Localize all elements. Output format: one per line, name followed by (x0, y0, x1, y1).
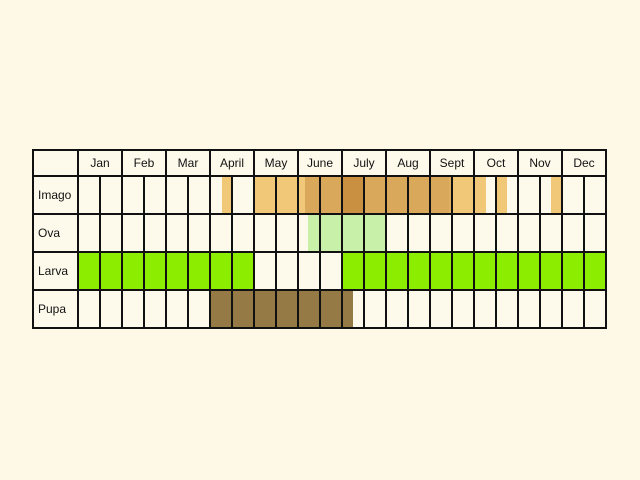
grid-line (605, 149, 607, 329)
grid-line (209, 149, 211, 329)
month-header: Aug (397, 156, 419, 170)
segment-imago (222, 176, 234, 214)
grid-line (165, 149, 167, 329)
segment-imago (497, 176, 507, 214)
segment-pupa (210, 290, 353, 328)
grid-line (121, 149, 123, 329)
segment-imago (448, 176, 452, 214)
month-header: Nov (529, 156, 551, 170)
segment-imago (452, 176, 487, 214)
grid-line (407, 175, 409, 329)
row-label: Ova (38, 226, 61, 240)
grid-line (77, 149, 79, 329)
month-header: July (353, 156, 375, 170)
month-header: Sept (439, 156, 465, 170)
grid-line (517, 149, 519, 329)
month-header: Feb (133, 156, 155, 170)
segment-imago (364, 176, 449, 214)
grid-line (143, 175, 145, 329)
lifecycle-chart: Jan Feb Mar April May June July Aug Sept Oct Nov De… (32, 149, 607, 329)
grid-line (561, 149, 563, 329)
row-label: Larva (38, 264, 69, 278)
grid-line (231, 175, 233, 329)
grid-line (341, 149, 343, 329)
row-label: Imago (38, 188, 72, 202)
grid-line (583, 175, 585, 329)
grid-line (451, 175, 453, 329)
month-header: April (219, 156, 244, 170)
month-header: Oct (486, 156, 506, 170)
segment-imago (304, 176, 342, 214)
segment-imago (342, 176, 364, 214)
grid-line (253, 149, 255, 329)
grid-line (32, 149, 34, 329)
segment-imago (298, 176, 305, 214)
grid-line (319, 175, 321, 329)
grid-line (429, 149, 431, 329)
grid-line (363, 175, 365, 329)
grid-line (385, 149, 387, 329)
grid-line (539, 175, 541, 329)
segment-imago (551, 176, 561, 214)
month-header: Jan (90, 156, 110, 170)
grid-line (495, 175, 497, 329)
month-header: Dec (573, 156, 595, 170)
month-header: Mar (177, 156, 199, 170)
grid-line (32, 149, 607, 151)
row-label: Pupa (38, 302, 67, 316)
grid-line (473, 149, 475, 329)
grid-line (99, 175, 101, 329)
grid-line (297, 149, 299, 329)
grid-line (187, 175, 189, 329)
month-header: May (264, 156, 288, 170)
month-header: June (306, 156, 334, 170)
grid-line (275, 175, 277, 329)
